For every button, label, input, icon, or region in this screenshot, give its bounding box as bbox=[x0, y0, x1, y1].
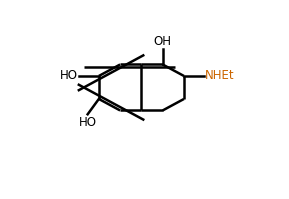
Text: HO: HO bbox=[79, 116, 97, 129]
Text: NHEt: NHEt bbox=[205, 69, 235, 82]
Text: OH: OH bbox=[154, 35, 172, 48]
Text: HO: HO bbox=[60, 69, 77, 82]
